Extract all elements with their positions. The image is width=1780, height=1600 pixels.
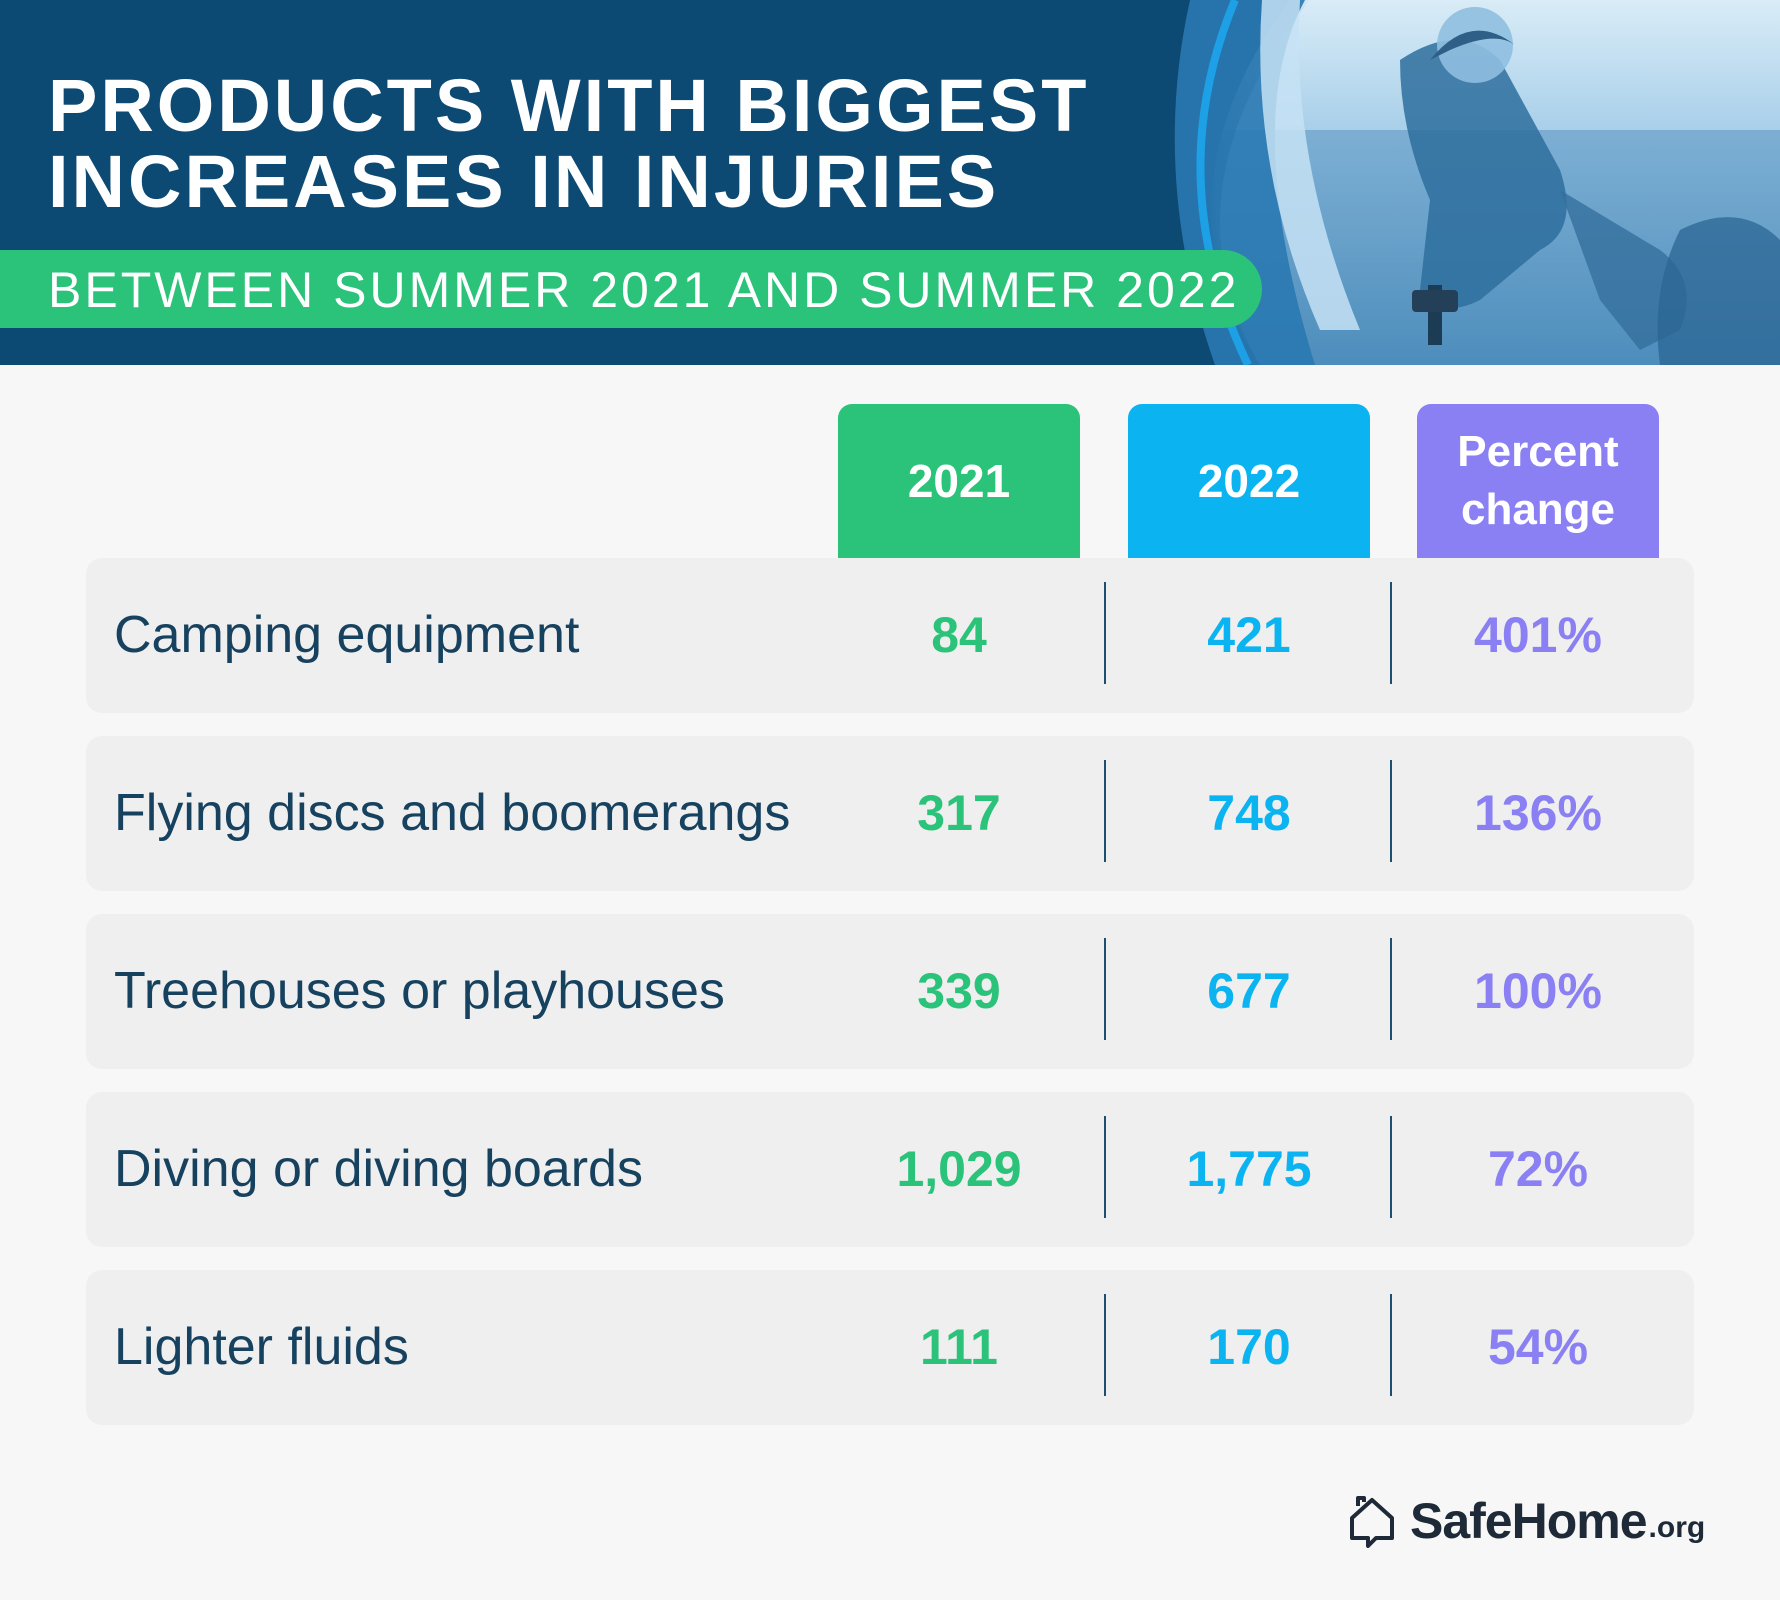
product-label: Treehouses or playhouses [114, 962, 725, 1020]
chart-subtitle: BETWEEN SUMMER 2021 AND SUMMER 2022 [48, 262, 1240, 318]
value-2022: 421 [1207, 607, 1291, 663]
value-2022: 677 [1207, 963, 1291, 1019]
value-percent-change: 100% [1474, 963, 1602, 1019]
subtitle-band: BETWEEN SUMMER 2021 AND SUMMER 2022 [0, 250, 1262, 328]
column-divider [1104, 582, 1106, 684]
column-divider [1390, 938, 1392, 1040]
title-line-2: INCREASES IN INJURIES [48, 140, 1000, 223]
product-label: Flying discs and boomerangs [114, 784, 791, 842]
column-header-2021: 2021 [838, 404, 1080, 558]
column-divider [1104, 1116, 1106, 1218]
column-divider [1104, 938, 1106, 1040]
title-line-1: PRODUCTS WITH BIGGEST [48, 64, 1090, 147]
table-row: Treehouses or playhouses 339 677 100% [86, 914, 1694, 1069]
value-2021: 339 [917, 963, 1001, 1019]
data-table: Camping equipment 84 421 401% Flying dis… [86, 558, 1694, 1448]
value-percent-change: 54% [1487, 1319, 1589, 1375]
chart-title: PRODUCTS WITH BIGGEST INCREASES IN INJUR… [48, 68, 1089, 220]
column-divider [1390, 760, 1392, 862]
value-2022: 1,775 [1186, 1141, 1312, 1197]
column-divider [1390, 582, 1392, 684]
column-divider [1104, 760, 1106, 862]
header-banner: PRODUCTS WITH BIGGEST INCREASES IN INJUR… [0, 0, 1780, 365]
column-divider [1104, 1294, 1106, 1396]
brand-tld: .org [1648, 1511, 1706, 1544]
table-row: Lighter fluids 111 170 54% [86, 1270, 1694, 1425]
value-2022: 748 [1207, 785, 1291, 841]
table-row: Diving or diving boards 1,029 1,775 72% [86, 1092, 1694, 1247]
value-2021: 317 [917, 785, 1001, 841]
product-label: Diving or diving boards [114, 1140, 643, 1198]
table-row: Camping equipment 84 421 401% [86, 558, 1694, 713]
house-chat-icon [1350, 1496, 1394, 1548]
column-header-2022: 2022 [1128, 404, 1370, 558]
product-label: Camping equipment [114, 606, 580, 664]
column-header-percent-change: Percent change [1417, 404, 1659, 558]
value-2021: 111 [920, 1319, 998, 1375]
column-divider [1390, 1294, 1392, 1396]
value-2021: 84 [931, 607, 987, 663]
brand-name: SafeHome [1410, 1493, 1648, 1549]
value-percent-change: 136% [1474, 785, 1602, 841]
value-2021: 1,029 [896, 1141, 1022, 1197]
value-2022: 170 [1207, 1319, 1291, 1375]
camping-photo [1174, 0, 1780, 365]
value-percent-change: 401% [1474, 607, 1602, 663]
table-row: Flying discs and boomerangs 317 748 136% [86, 736, 1694, 891]
brand-logo: SafeHome .org [1346, 1486, 1705, 1556]
column-divider [1390, 1116, 1392, 1218]
value-percent-change: 72% [1487, 1141, 1589, 1197]
product-label: Lighter fluids [114, 1318, 409, 1376]
